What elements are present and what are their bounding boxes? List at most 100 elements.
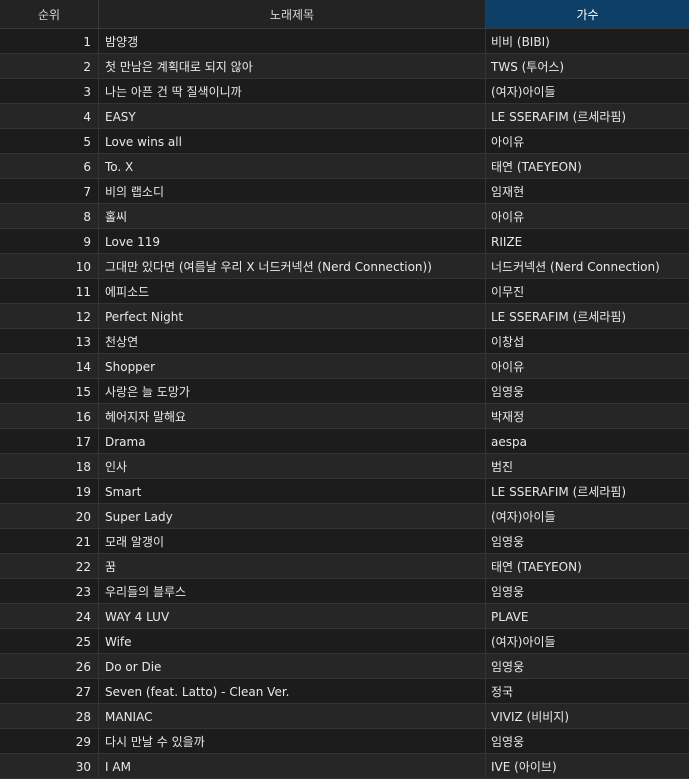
table-row[interactable]: 15 사랑은 늘 도망가 임영웅 [0,379,689,404]
rank-cell[interactable]: 21 [0,529,99,553]
title-cell[interactable]: 비의 랩소디 [99,179,486,203]
title-cell[interactable]: Shopper [99,354,486,378]
rank-cell[interactable]: 24 [0,604,99,628]
title-cell[interactable]: 사랑은 늘 도망가 [99,379,486,403]
artist-cell[interactable]: IVE (아이브) [491,760,557,774]
table-row[interactable]: 1 밤양갱 비비 (BIBI) [0,29,689,54]
rank-cell[interactable]: 14 [0,354,99,378]
title-cell[interactable]: EASY [99,104,486,128]
title-cell[interactable]: 첫 만남은 계획대로 되지 않아 [99,54,486,78]
artist-cell[interactable]: LE SSERAFIM (르세라핌) [491,310,627,324]
title-cell[interactable]: Seven (feat. Latto) - Clean Ver. [99,679,486,703]
title-cell[interactable]: Do or Die [99,654,486,678]
table-row[interactable]: 21 모래 알갱이 임영웅 [0,529,689,554]
title-cell[interactable]: 밤양갱 [99,29,486,53]
artist-cell[interactable]: 임영웅 [491,585,525,599]
title-cell[interactable]: Smart [99,479,486,503]
artist-cell[interactable]: 너드커넥션 (Nerd Connection) [491,260,660,274]
title-cell[interactable]: MANIAC [99,704,486,728]
artist-cell[interactable]: 범진 [491,460,514,474]
rank-cell[interactable]: 12 [0,304,99,328]
artist-cell[interactable]: 박재정 [491,410,525,424]
table-row[interactable]: 6 To. X 태연 (TAEYEON) [0,154,689,179]
title-cell[interactable]: Love 119 [99,229,486,253]
rank-cell[interactable]: 20 [0,504,99,528]
table-row[interactable]: 23 우리들의 블루스 임영웅 [0,579,689,604]
rank-cell[interactable]: 23 [0,579,99,603]
table-row[interactable]: 7 비의 랩소디 임재현 [0,179,689,204]
title-cell[interactable]: Super Lady [99,504,486,528]
table-row[interactable]: 16 헤어지자 말해요 박재정 [0,404,689,429]
artist-cell[interactable]: 태연 (TAEYEON) [491,560,582,574]
rank-cell[interactable]: 13 [0,329,99,353]
artist-cell[interactable]: 임영웅 [491,735,525,749]
rank-cell[interactable]: 22 [0,554,99,578]
title-cell[interactable]: 헤어지자 말해요 [99,404,486,428]
artist-cell[interactable]: 정국 [491,685,514,699]
rank-cell[interactable]: 7 [0,179,99,203]
table-row[interactable]: 5 Love wins all 아이유 [0,129,689,154]
artist-cell[interactable]: 임재현 [491,185,525,199]
column-header-rank[interactable]: 순위 [0,0,99,28]
artist-cell[interactable]: 태연 (TAEYEON) [491,160,582,174]
table-row[interactable]: 3 나는 아픈 건 딱 질색이니까 (여자)아이들 [0,79,689,104]
artist-cell[interactable]: 임영웅 [491,660,525,674]
artist-cell[interactable]: aespa [491,435,527,449]
title-cell[interactable]: 모래 알갱이 [99,529,486,553]
table-row[interactable]: 22 꿈 태연 (TAEYEON) [0,554,689,579]
table-row[interactable]: 18 인사 범진 [0,454,689,479]
table-row[interactable]: 9 Love 119 RIIZE [0,229,689,254]
title-cell[interactable]: Drama [99,429,486,453]
rank-cell[interactable]: 16 [0,404,99,428]
artist-cell[interactable]: TWS (투어스) [491,60,565,74]
title-cell[interactable]: 홀씨 [99,204,486,228]
title-cell[interactable]: Wife [99,629,486,653]
artist-cell[interactable]: (여자)아이들 [491,85,556,99]
title-cell[interactable]: Love wins all [99,129,486,153]
rank-cell[interactable]: 19 [0,479,99,503]
rank-cell[interactable]: 17 [0,429,99,453]
artist-cell[interactable]: PLAVE [491,610,529,624]
rank-cell[interactable]: 5 [0,129,99,153]
title-cell[interactable]: 나는 아픈 건 딱 질색이니까 [99,79,486,103]
artist-cell[interactable]: 아이유 [491,135,525,149]
title-cell[interactable]: WAY 4 LUV [99,604,486,628]
title-cell[interactable]: 꿈 [99,554,486,578]
title-cell[interactable]: 에피소드 [99,279,486,303]
artist-cell[interactable]: LE SSERAFIM (르세라핌) [491,485,627,499]
title-cell[interactable]: 그대만 있다면 (여름날 우리 X 너드커넥션 (Nerd Connection… [99,254,486,278]
artist-cell[interactable]: 임영웅 [491,385,525,399]
artist-cell[interactable]: 임영웅 [491,535,525,549]
rank-cell[interactable]: 29 [0,729,99,753]
rank-cell[interactable]: 30 [0,754,99,778]
artist-cell[interactable]: 이무진 [491,285,525,299]
table-row[interactable]: 26 Do or Die 임영웅 [0,654,689,679]
title-cell[interactable]: Perfect Night [99,304,486,328]
table-row[interactable]: 20 Super Lady (여자)아이들 [0,504,689,529]
rank-cell[interactable]: 25 [0,629,99,653]
rank-cell[interactable]: 4 [0,104,99,128]
rank-cell[interactable]: 8 [0,204,99,228]
table-row[interactable]: 24 WAY 4 LUV PLAVE [0,604,689,629]
table-row[interactable]: 8 홀씨 아이유 [0,204,689,229]
artist-cell[interactable]: RIIZE [491,235,523,249]
table-row[interactable]: 13 천상연 이창섭 [0,329,689,354]
rank-cell[interactable]: 10 [0,254,99,278]
rank-cell[interactable]: 27 [0,679,99,703]
table-row[interactable]: 27 Seven (feat. Latto) - Clean Ver. 정국 [0,679,689,704]
title-cell[interactable]: 천상연 [99,329,486,353]
table-row[interactable]: 4 EASY LE SSERAFIM (르세라핌) [0,104,689,129]
title-cell[interactable]: 인사 [99,454,486,478]
artist-cell[interactable]: 이창섭 [491,335,525,349]
rank-cell[interactable]: 28 [0,704,99,728]
table-row[interactable]: 11 에피소드 이무진 [0,279,689,304]
table-row[interactable]: 28 MANIAC VIVIZ (비비지) [0,704,689,729]
rank-cell[interactable]: 15 [0,379,99,403]
artist-cell[interactable]: 비비 (BIBI) [491,35,550,49]
table-row[interactable]: 10 그대만 있다면 (여름날 우리 X 너드커넥션 (Nerd Connecti… [0,254,689,279]
rank-cell[interactable]: 1 [0,29,99,53]
title-cell[interactable]: 우리들의 블루스 [99,579,486,603]
rank-cell[interactable]: 26 [0,654,99,678]
title-cell[interactable]: To. X [99,154,486,178]
